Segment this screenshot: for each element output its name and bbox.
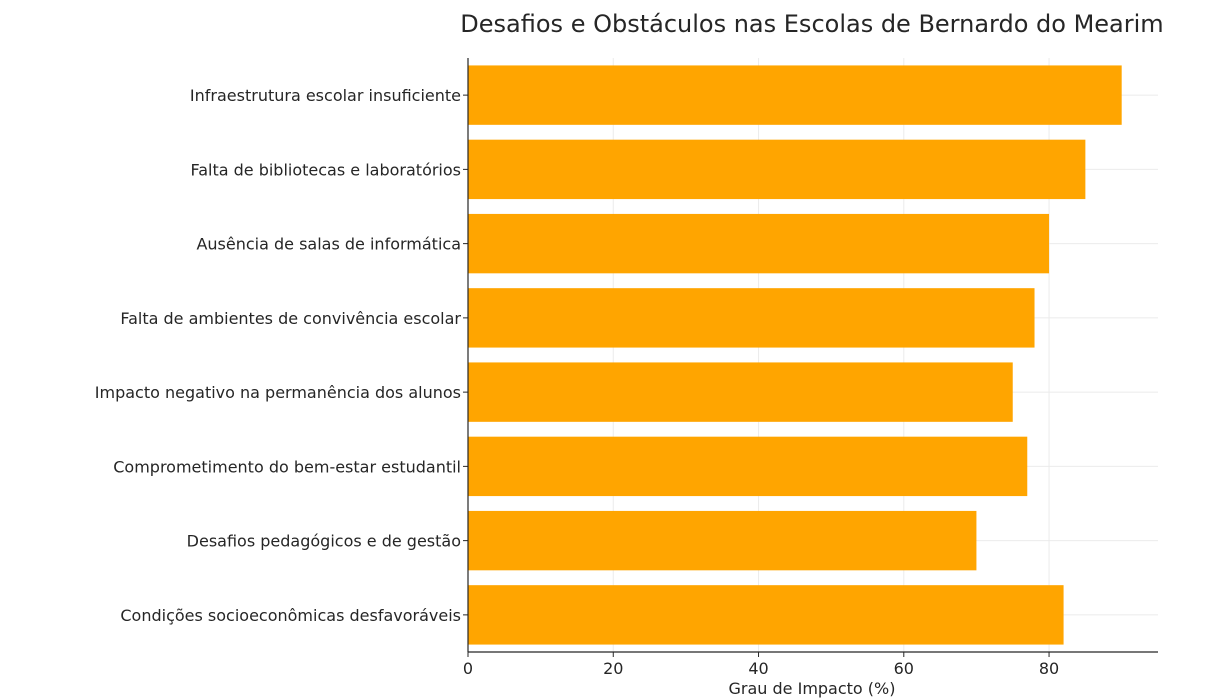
x-tick-label: 60 — [894, 659, 914, 678]
x-tick-label: 20 — [603, 659, 623, 678]
bars — [468, 65, 1122, 645]
bar — [468, 139, 1086, 200]
bar — [468, 436, 1028, 497]
category-label: Falta de ambientes de convivência escola… — [120, 309, 461, 328]
x-tick-label: 40 — [748, 659, 768, 678]
x-axis-title: Grau de Impacto (%) — [729, 679, 896, 698]
x-tick-label: 0 — [463, 659, 473, 678]
bar — [468, 585, 1064, 645]
x-ticks: 0 20 40 60 80 — [463, 659, 1059, 678]
x-tick-label: 80 — [1039, 659, 1059, 678]
bar — [468, 362, 1013, 422]
category-label: Ausência de salas de informática — [196, 235, 461, 254]
bar — [468, 510, 977, 571]
axes — [463, 58, 1158, 657]
category-label: Impacto negativo na permanência dos alun… — [95, 383, 461, 402]
category-label: Infraestrutura escolar insuficiente — [190, 86, 461, 105]
bar — [468, 213, 1050, 274]
bar — [468, 65, 1122, 125]
bar — [468, 288, 1035, 348]
chart-title: Desafios e Obstáculos nas Escolas de Ber… — [460, 10, 1163, 38]
category-labels: Infraestrutura escolar insuficiente Falta… — [95, 86, 462, 625]
category-label: Comprometimento do bem-estar estudantil — [113, 457, 461, 476]
category-label: Condições socioeconômicas desfavoráveis — [120, 606, 461, 625]
category-label: Falta de bibliotecas e laboratórios — [190, 160, 461, 179]
category-label: Desafios pedagógicos e de gestão — [187, 532, 461, 551]
